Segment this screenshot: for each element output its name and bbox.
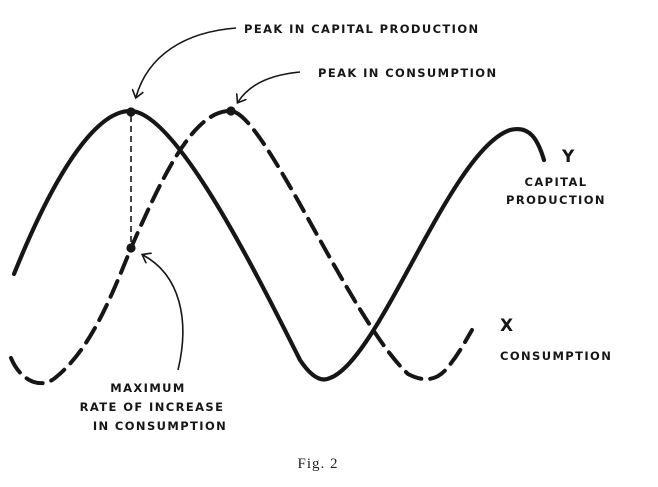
consumption-curve: [9, 108, 474, 386]
y-curve-label-line2: PRODUCTION: [506, 193, 606, 207]
peak-consumption-label: PEAK IN CONSUMPTION: [318, 66, 497, 80]
max-rate-point: [126, 243, 136, 253]
figure-caption: Fig. 2: [297, 456, 338, 472]
max-rate-label-line1: MAXIMUM: [110, 381, 186, 395]
capital-production-curve: [11, 108, 547, 382]
peak-capital-arrow: [136, 27, 237, 97]
y-curve-label-line1: CAPITAL: [524, 175, 587, 189]
peak-consumption-point: [226, 106, 236, 116]
peak-capital-point: [126, 107, 136, 117]
max-rate-label-line2: RATE OF INCREASE: [80, 400, 225, 414]
peak-consumption-arrow: [238, 71, 301, 102]
x-curve-label: CONSUMPTION: [500, 349, 612, 363]
peak-capital-label: PEAK IN CAPITAL PRODUCTION: [244, 22, 480, 36]
max-rate-arrow: [143, 255, 184, 371]
y-curve-letter: Y: [561, 147, 575, 167]
max-rate-label-line3: IN CONSUMPTION: [93, 419, 227, 433]
x-curve-letter: X: [500, 316, 513, 336]
